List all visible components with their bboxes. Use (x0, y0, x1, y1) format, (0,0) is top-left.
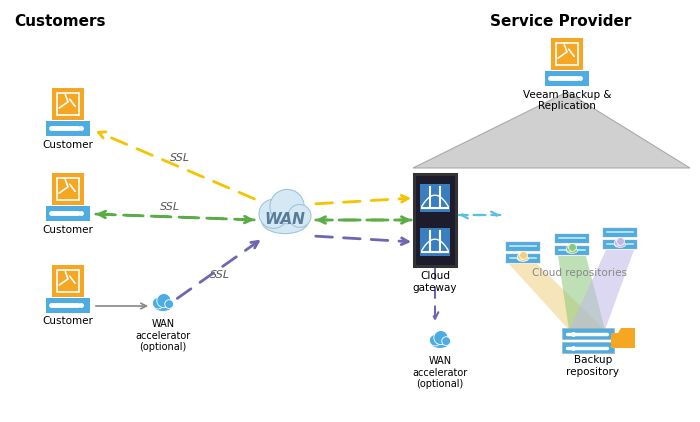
Text: SSL: SSL (170, 153, 190, 163)
Text: WAN
accelerator
(optional): WAN accelerator (optional) (135, 319, 190, 352)
Text: Customer: Customer (43, 316, 93, 327)
FancyBboxPatch shape (551, 38, 583, 70)
FancyBboxPatch shape (52, 173, 84, 205)
FancyBboxPatch shape (603, 240, 637, 249)
Circle shape (259, 199, 288, 228)
Text: SSL: SSL (210, 270, 230, 280)
FancyBboxPatch shape (555, 233, 589, 243)
Circle shape (615, 240, 620, 246)
Text: WAN: WAN (265, 211, 305, 227)
Polygon shape (558, 256, 605, 330)
Text: Customer: Customer (43, 140, 93, 149)
FancyBboxPatch shape (420, 184, 450, 212)
Polygon shape (569, 250, 634, 330)
Circle shape (429, 335, 441, 346)
Circle shape (270, 189, 304, 224)
Text: SSL: SSL (160, 202, 180, 212)
FancyBboxPatch shape (562, 328, 614, 339)
Ellipse shape (517, 256, 528, 261)
Polygon shape (509, 264, 605, 330)
FancyBboxPatch shape (52, 265, 84, 297)
Circle shape (153, 298, 164, 309)
Polygon shape (611, 328, 635, 348)
FancyBboxPatch shape (562, 342, 614, 353)
Text: Cloud repositories: Cloud repositories (533, 268, 627, 278)
Ellipse shape (153, 301, 173, 311)
FancyBboxPatch shape (420, 228, 450, 256)
FancyBboxPatch shape (506, 241, 540, 251)
Circle shape (517, 254, 524, 260)
FancyBboxPatch shape (555, 246, 589, 254)
Ellipse shape (430, 338, 449, 349)
FancyBboxPatch shape (46, 298, 90, 313)
FancyBboxPatch shape (52, 88, 84, 119)
FancyBboxPatch shape (46, 206, 90, 221)
Text: Backup
repository: Backup repository (566, 355, 620, 376)
FancyBboxPatch shape (545, 70, 589, 86)
Circle shape (434, 330, 448, 345)
FancyBboxPatch shape (46, 121, 90, 135)
Ellipse shape (566, 248, 578, 253)
Ellipse shape (262, 208, 309, 234)
Circle shape (617, 238, 624, 245)
Text: WAN
accelerator
(optional): WAN accelerator (optional) (412, 356, 468, 389)
FancyBboxPatch shape (506, 254, 540, 262)
Text: Cloud
gateway: Cloud gateway (413, 271, 457, 292)
Circle shape (442, 337, 451, 346)
Circle shape (519, 252, 527, 259)
Text: Customers: Customers (14, 14, 106, 29)
Text: Service Provider: Service Provider (490, 14, 631, 29)
Text: Veeam Backup &
Replication: Veeam Backup & Replication (523, 89, 611, 111)
Circle shape (568, 243, 576, 251)
Ellipse shape (615, 242, 626, 247)
Polygon shape (413, 92, 690, 168)
Circle shape (288, 205, 311, 227)
FancyBboxPatch shape (603, 227, 637, 236)
Circle shape (566, 246, 573, 252)
FancyBboxPatch shape (414, 174, 456, 266)
Circle shape (157, 294, 171, 308)
Circle shape (164, 300, 174, 308)
Text: Customer: Customer (43, 225, 93, 235)
